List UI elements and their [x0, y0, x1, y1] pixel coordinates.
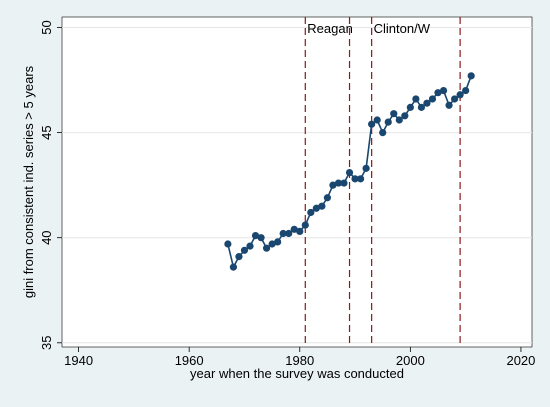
x-tick-label: 1980 — [285, 353, 314, 368]
y-tick-label: 35 — [39, 336, 54, 350]
data-point — [467, 72, 475, 80]
data-point — [224, 240, 232, 248]
gridlines — [62, 27, 532, 344]
data-point — [390, 110, 398, 118]
data-point — [329, 181, 337, 189]
data-point — [428, 95, 437, 103]
data-point — [439, 86, 448, 95]
data-point — [445, 101, 453, 109]
data-point — [290, 225, 298, 233]
data-series — [224, 72, 475, 271]
data-point — [257, 234, 265, 242]
data-point — [456, 91, 464, 99]
y-axis-label: gini from consistent ind. series > 5 yea… — [21, 65, 36, 298]
data-point — [379, 129, 387, 137]
data-point — [262, 244, 271, 252]
data-point — [251, 231, 260, 240]
plot-area — [61, 16, 533, 348]
data-point — [423, 99, 431, 107]
data-point — [318, 202, 326, 210]
reference-line-label: Reagan — [307, 21, 353, 36]
data-point — [417, 103, 426, 111]
data-point — [401, 112, 409, 120]
x-tick-label: 2020 — [506, 353, 535, 368]
data-point — [246, 242, 254, 250]
data-point — [340, 179, 348, 187]
data-point — [312, 204, 320, 212]
data-point — [323, 194, 332, 202]
x-tick-label: 2000 — [396, 353, 425, 368]
y-tick-label: 40 — [39, 230, 54, 244]
data-point — [351, 175, 359, 183]
data-point — [356, 175, 365, 183]
data-point — [434, 89, 442, 97]
data-point — [362, 164, 370, 172]
data-point — [285, 229, 293, 238]
data-point — [373, 116, 381, 124]
data-point — [296, 227, 304, 235]
x-tick-label: 1960 — [175, 353, 204, 368]
y-tick-label: 50 — [39, 20, 54, 34]
data-point — [235, 253, 243, 261]
data-point — [268, 240, 276, 248]
data-point — [229, 263, 238, 271]
axes: 35 40 45 50 1940 1960 1980 2000 2020 — [39, 20, 535, 368]
reference-line-label: Clinton/W — [374, 21, 431, 36]
data-point — [279, 229, 287, 238]
data-point — [240, 246, 249, 254]
data-point — [334, 179, 343, 187]
data-point — [307, 208, 315, 217]
data-point — [384, 118, 392, 126]
data-point — [274, 238, 282, 246]
x-tick-label: 1940 — [64, 353, 93, 368]
reference-lines: Reagan Clinton/W — [304, 17, 461, 347]
data-point — [450, 95, 459, 103]
data-point — [412, 95, 420, 103]
x-axis-label: year when the survey was conducted — [190, 366, 404, 381]
data-point — [406, 103, 414, 111]
y-tick-label: 45 — [39, 125, 54, 139]
data-point — [301, 221, 309, 229]
data-point — [395, 116, 403, 124]
data-point — [462, 86, 470, 95]
data-point — [368, 120, 376, 128]
data-point — [345, 168, 354, 177]
